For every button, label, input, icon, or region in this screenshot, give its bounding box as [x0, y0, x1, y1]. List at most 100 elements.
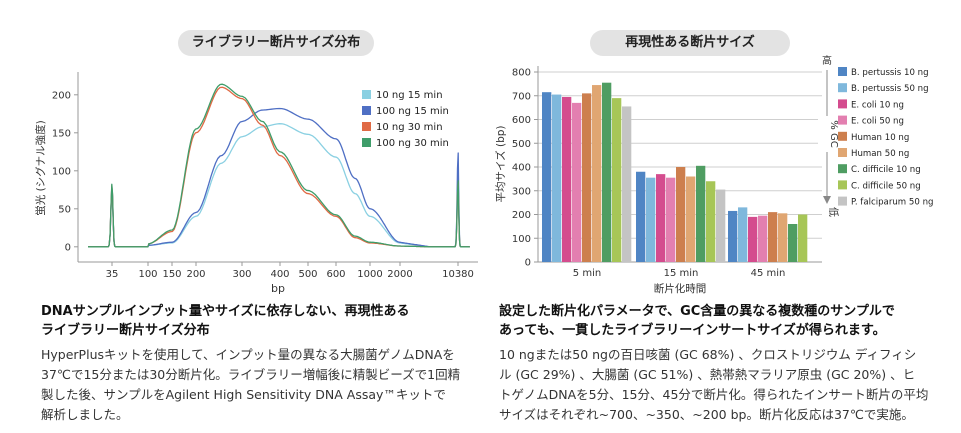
right-legend-label: Human 50 ng [851, 149, 909, 159]
right-legend-label: P. falciparum 50 ng [851, 198, 933, 208]
left-legend-label: 10 ng 30 min [376, 122, 443, 133]
right-legend-label: C. difficile 10 ng [851, 165, 921, 175]
left-legend-label: 10 ng 15 min [376, 90, 443, 101]
bar [696, 165, 706, 262]
bar [612, 98, 622, 262]
right-description-line: トゲノムDNAを5分、15分、45分で断片化。得られたインサート断片の平均 [499, 387, 929, 402]
right-legend-swatch [838, 196, 847, 206]
left-x-axis-label: bp [271, 282, 285, 295]
bar [592, 85, 602, 262]
bar [562, 96, 572, 262]
left-caption: DNAサンプルインプット量やサイズに依存しない、再現性ある ライブラリー断片サイ… [41, 302, 481, 340]
bar [602, 82, 612, 262]
left-x-tick-label: 1000 [357, 269, 382, 280]
left-x-tick-label: 100 [138, 269, 157, 280]
bar [738, 207, 748, 262]
right-legend-label: Human 10 ng [851, 133, 909, 143]
left-description-line: 解析しました。 [41, 407, 129, 422]
left-y-tick-label: 0 [65, 242, 71, 253]
bar [728, 210, 738, 262]
insert-size-bar-chart: 0 100 200 300 400 500 600 700 800 5 min 15 min 45 … [494, 54, 933, 295]
left-x-tick-label: 300 [232, 269, 251, 280]
right-y-tick-label: 200 [512, 210, 531, 221]
bar [666, 177, 676, 262]
left-y-tick-label: 150 [52, 128, 71, 139]
left-legend-swatch [362, 138, 371, 147]
left-y-tick-label: 50 [58, 204, 71, 215]
gc-label-backdrop [818, 116, 836, 152]
left-x-tick-label: 150 [162, 269, 181, 280]
right-legend-label: C. difficile 50 ng [851, 181, 921, 191]
left-description-line: HyperPlusキットを使用して、インプット量の異なる大腸菌ゲノムDNAを [41, 347, 455, 362]
right-x-tick-label: 45 min [751, 268, 786, 279]
fragment-size-line-chart: 0 50 100 150 200 35 100 150 200 300 400 500 600 1000… [34, 72, 478, 295]
right-y-tick-label: 700 [512, 91, 531, 102]
left-caption-line-2: ライブラリー断片サイズ分布 [41, 323, 210, 338]
right-y-tick-label: 500 [512, 139, 531, 150]
left-legend-swatch [362, 122, 371, 131]
right-description-line: 10 ngまたは50 ngの百日咳菌 (GC 68%) 、クロストリジウム ディ… [499, 347, 917, 362]
left-x-tick-label: 10380 [442, 269, 474, 280]
left-x-tick-label: 400 [270, 269, 289, 280]
right-description-line: ル (GC 29%) 、大腸菌 (GC 51%) 、熱帯熱マラリア原虫 (GC … [499, 367, 916, 382]
bar [552, 94, 562, 262]
right-legend-label: E. coli 50 ng [851, 117, 904, 127]
left-x-tick-label: 2000 [387, 269, 412, 280]
right-description-line: サイズはそれぞれ~700、~350、~200 bp。断片化反応は37℃で実施。 [499, 407, 914, 422]
right-legend-label: B. pertussis 10 ng [851, 68, 929, 78]
bar [798, 214, 808, 262]
gc-high-label: 高 [822, 54, 832, 67]
right-legend-swatch [838, 83, 847, 93]
bar [768, 212, 778, 262]
bar [542, 92, 552, 262]
bar [582, 93, 592, 262]
bar [778, 213, 788, 262]
left-legend-swatch [362, 106, 371, 115]
left-x-tick-label: 200 [186, 269, 205, 280]
left-legend-label: 100 ng 15 min [376, 106, 449, 117]
bar [748, 216, 758, 262]
left-legend-swatch [362, 90, 371, 99]
left-x-tick-label: 600 [326, 269, 345, 280]
right-legend-label: E. coli 10 ng [851, 100, 904, 110]
left-series-line [88, 83, 470, 248]
bar [758, 215, 768, 262]
gc-arrow-head [823, 196, 831, 204]
right-caption-line-2: あっても、一貫したライブラリーインサートサイズが得られます。 [499, 323, 886, 338]
right-legend-swatch [838, 67, 847, 76]
right-y-tick-label: 800 [512, 68, 531, 79]
left-caption-line-1: DNAサンプルインプット量やサイズに依存しない、再現性ある [41, 304, 410, 319]
gc-axis-label: % GC [828, 120, 839, 147]
right-y-axis-label: 平均サイズ (bp) [494, 125, 507, 202]
left-y-tick-label: 200 [52, 90, 71, 101]
right-legend-swatch [838, 148, 847, 157]
left-y-tick-label: 100 [52, 166, 71, 177]
left-legend-label: 100 ng 30 min [376, 138, 449, 149]
right-y-tick-label: 0 [525, 258, 531, 269]
right-legend-swatch [838, 180, 847, 190]
left-description-line: 製した後、サンプルをAgilent High Sensitivity DNA A… [41, 387, 446, 402]
left-x-tick-label: 35 [106, 269, 119, 280]
bar [686, 176, 696, 262]
bar [572, 102, 582, 262]
left-description: HyperPlusキットを使用して、インプット量の異なる大腸菌ゲノムDNAを 3… [41, 345, 486, 425]
gc-low-label: 低 [827, 207, 840, 217]
bar [656, 174, 666, 262]
right-description: 10 ngまたは50 ngの百日咳菌 (GC 68%) 、クロストリジウム ディ… [499, 345, 949, 425]
bar [716, 189, 726, 262]
right-chart-title: 再現性ある断片サイズ [590, 30, 790, 56]
right-legend-swatch [838, 164, 847, 174]
right-legend-label: B. pertussis 50 ng [851, 84, 929, 94]
bar [636, 171, 646, 262]
right-y-tick-label: 600 [512, 115, 531, 126]
right-x-axis-label: 断片化時間 [654, 282, 707, 295]
left-description-line: 37℃で15分または30分断片化。ライブラリー増幅後に精製ビーズで1回精 [41, 367, 461, 382]
left-x-tick-label: 500 [298, 269, 317, 280]
bar [706, 181, 716, 262]
right-caption: 設定した断片化パラメータで、GC含量の異なる複数種のサンプルで あっても、一貫し… [499, 302, 949, 340]
right-y-tick-label: 100 [512, 234, 531, 245]
bar [788, 224, 798, 262]
right-x-tick-label: 5 min [573, 268, 601, 279]
right-legend-swatch [838, 115, 847, 125]
right-legend-swatch [838, 131, 847, 141]
